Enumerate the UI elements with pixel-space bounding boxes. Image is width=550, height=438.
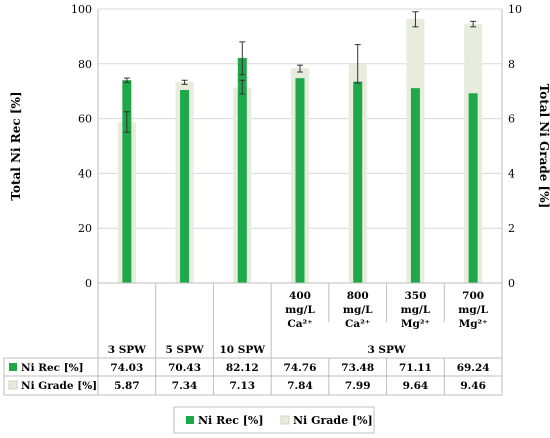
legend-key-ni-grade [280,415,290,425]
table-value: 69.24 [457,362,490,374]
y-tick-label: 0 [85,277,92,290]
category-label: mg/L [458,304,488,316]
category-label: 400 [289,290,311,302]
table-value: 82.12 [226,362,259,374]
category-label: 3 SPW [108,344,146,356]
bar-ni-rec [180,90,190,284]
category-label: 5 SPW [165,344,203,356]
table-series-name: Ni Grade [%] [21,380,97,392]
category-label: Mg²⁺ [459,318,488,330]
error-bars [123,11,477,133]
legend-key-ni-rec [186,416,194,424]
bar-ni-rec [122,80,132,283]
y2-tick-label: 2 [508,222,515,235]
y-tick-label: 20 [78,222,92,235]
y-tick-label: 60 [78,113,92,126]
category-label: Ca²⁺ [345,318,370,330]
legend-label-ni-grade: Ni Grade [%] [293,414,373,427]
table-value: 9.46 [460,380,486,392]
category-label: Ca²⁺ [287,318,312,330]
table-value: 74.03 [110,362,143,374]
y2-tick-label: 8 [508,58,515,71]
category-label: 10 SPW [220,344,266,356]
table-value: 7.34 [172,380,198,392]
y-tick-label: 80 [78,58,92,71]
table-value: 71.11 [399,362,432,374]
category-label: mg/L [343,304,373,316]
bar-ni-rec [295,78,305,284]
bars [117,18,483,284]
y2-tick-label: 0 [508,277,515,290]
category-label: 700 [462,290,484,302]
bar-ni-rec [468,93,478,283]
bar-ni-rec [237,57,247,284]
bar-ni-rec [410,88,420,283]
y-tick-label: 100 [71,3,92,16]
category-label: mg/L [401,304,431,316]
legend: Ni Rec [%] Ni Grade [%] [173,406,375,434]
table-series-name: Ni Rec [%] [21,362,84,374]
category-label: 800 [347,290,369,302]
y2-axis-title: Total Ni Grade [%] [537,84,550,209]
y2-tick-label: 6 [508,113,515,126]
table-value: 7.13 [229,380,255,392]
table-value: 74.76 [284,362,317,374]
table-legend-key [9,363,17,371]
table-value: 73.48 [341,362,374,374]
category-label: mg/L [285,304,315,316]
table-value: 70.43 [168,362,201,374]
y2-tick-label: 10 [508,3,522,16]
table-value: 9.64 [403,380,429,392]
y-axis-title: Total Ni Rec [%] [9,91,23,200]
bar-ni-rec [353,81,363,284]
legend-label-ni-rec: Ni Rec [%] [198,414,264,427]
table-value: 7.99 [345,380,371,392]
axes: 0 20 40 60 80 100 0 2 4 6 8 10 Total Ni Rec [%] Total… [9,3,550,290]
category-group-label: 3 SPW [367,344,405,356]
category-label: 350 [404,290,426,302]
legend-box [173,406,375,434]
table-value: 5.87 [114,380,140,392]
category-label: Mg²⁺ [401,318,430,330]
table-value: 7.84 [287,380,313,392]
y-tick-label: 40 [78,167,92,180]
table-legend-key [8,380,18,390]
y2-tick-label: 4 [508,167,515,180]
data-table: 3 SPW 5 SPW 10 SPW 400 mg/L Ca²⁺ 800 mg/L Ca²⁺ 35… [3,283,503,396]
